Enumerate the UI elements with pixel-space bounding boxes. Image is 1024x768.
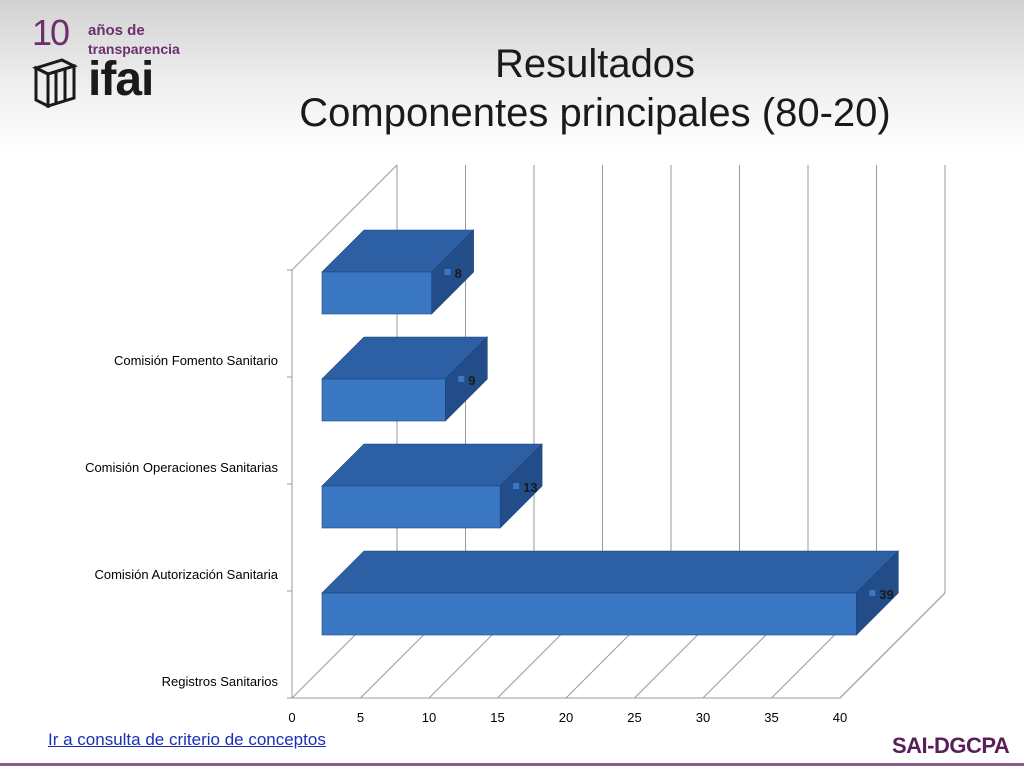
header-band [0,0,1024,150]
x-tick-label: 10 [422,710,436,725]
title-line2: Componentes principales (80-20) [299,91,891,135]
bar [321,378,446,422]
title-line1: Resultados [494,42,696,86]
x-tick-label: 40 [833,710,847,725]
wall-top-edge [291,164,398,271]
bar [321,592,857,636]
logo-years: 10 [32,12,70,53]
data-label-marker [458,376,465,382]
x-tick-label: 20 [559,710,573,725]
data-label-marker [444,269,451,275]
criteria-link[interactable]: Ir a consulta de criterio de conceptos [48,730,326,749]
data-label: 9 [468,373,475,388]
x-tick-label: 0 [288,710,295,725]
logo-line2: transparencia [88,41,180,57]
data-label: 8 [455,266,462,281]
ifai-logo: 10 años de transparencia ifai [26,12,186,120]
category-label: Comisión Operaciones Sanitarias [85,460,278,475]
x-tick-label: 15 [490,710,504,725]
category-label: Comisión Autorización Sanitaria [94,567,278,582]
x-tick-label: 5 [357,710,364,725]
bar [321,271,432,315]
x-tick-label: 35 [764,710,778,725]
category-label: Registros Sanitarios [162,674,279,689]
x-tick-label: 25 [627,710,641,725]
slide-title: Resultados Componentes principales (80-2… [250,40,940,138]
bar-top-face [321,550,900,594]
logo-brand: ifai [88,53,154,106]
brand-label: SAI-DGCPA [892,733,1010,758]
logo-box-icon [32,58,78,108]
data-label: 13 [523,480,537,495]
data-label-marker [869,590,876,596]
floor-right-edge [839,592,946,699]
data-label: 39 [879,587,893,602]
category-label: Comisión Fomento Sanitario [114,353,278,368]
data-label-marker [513,483,520,489]
x-tick-label: 30 [696,710,710,725]
bar [321,485,501,529]
bottom-divider [0,763,1024,766]
logo-line1: años de [88,22,145,39]
